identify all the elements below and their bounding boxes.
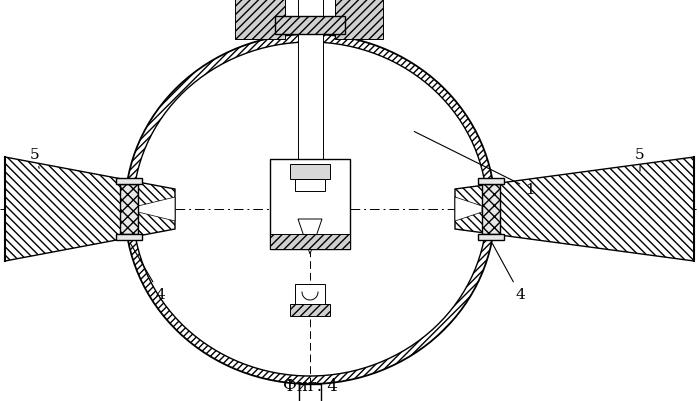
Text: 5: 5 xyxy=(635,148,644,172)
Bar xyxy=(270,160,350,249)
Text: 4: 4 xyxy=(492,244,525,301)
Polygon shape xyxy=(5,158,175,261)
Text: 5: 5 xyxy=(30,148,40,169)
Bar xyxy=(270,235,350,249)
Bar xyxy=(295,284,325,304)
Text: Фиг. 4: Фиг. 4 xyxy=(282,378,338,395)
Polygon shape xyxy=(455,198,482,221)
Bar xyxy=(290,304,330,316)
Ellipse shape xyxy=(133,43,487,376)
Text: 3: 3 xyxy=(0,400,1,401)
Bar xyxy=(478,178,504,184)
Bar xyxy=(298,0,323,219)
Bar xyxy=(290,164,330,180)
Polygon shape xyxy=(302,292,318,300)
Text: 2: 2 xyxy=(0,400,1,401)
Bar xyxy=(478,235,504,241)
Bar xyxy=(482,184,500,235)
Polygon shape xyxy=(455,158,694,261)
Text: 1: 1 xyxy=(415,132,535,196)
Bar xyxy=(295,180,325,192)
Polygon shape xyxy=(138,198,175,221)
Text: 4: 4 xyxy=(131,244,165,301)
Bar xyxy=(299,384,321,401)
Polygon shape xyxy=(298,219,322,254)
Bar xyxy=(116,235,142,241)
Ellipse shape xyxy=(125,35,495,384)
Bar xyxy=(120,184,138,235)
Bar xyxy=(235,0,285,40)
Bar xyxy=(335,0,383,40)
Bar xyxy=(116,178,142,184)
Bar xyxy=(275,17,345,35)
